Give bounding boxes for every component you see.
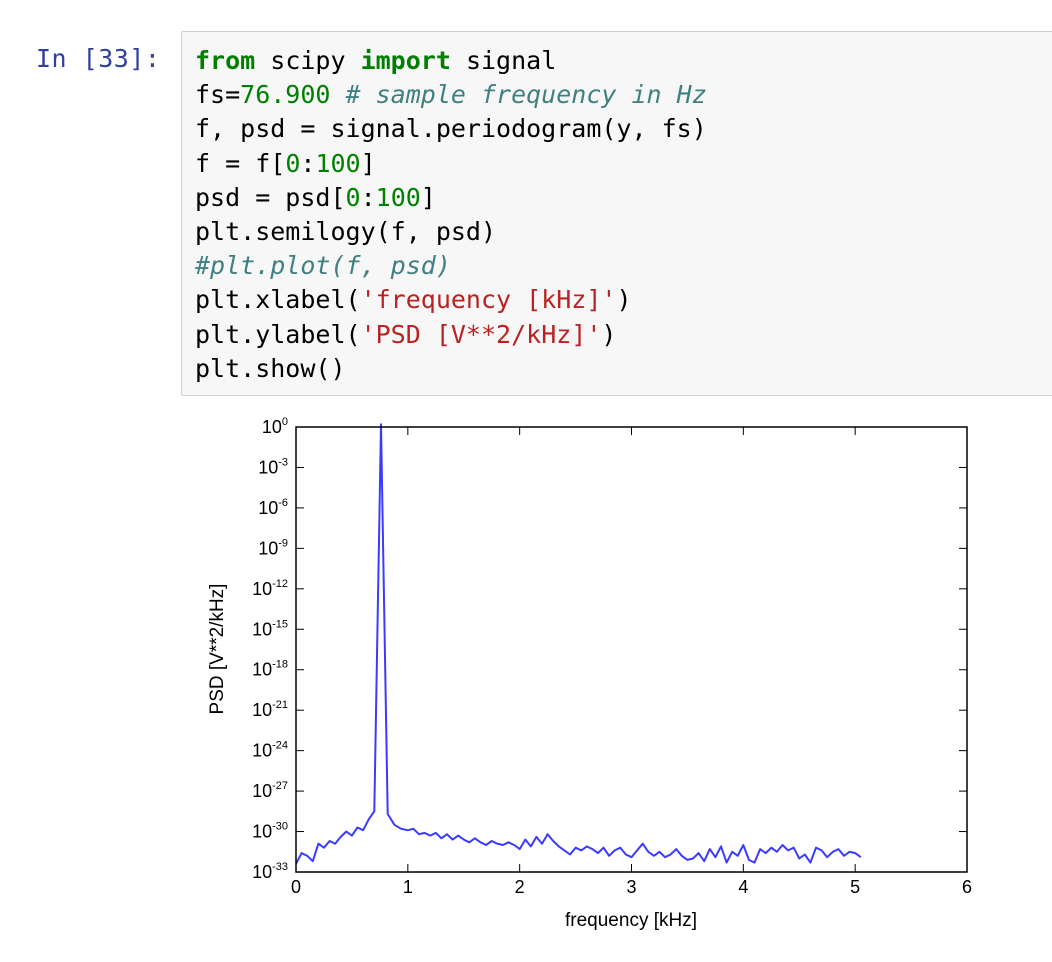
x-tick-label: 0	[291, 877, 301, 897]
code-token: plt.semilogy(f, psd)	[195, 216, 497, 246]
code-token: #plt.plot(f, psd)	[195, 251, 451, 281]
x-axis-label: frequency [kHz]	[565, 910, 697, 931]
y-tick-base: 10	[262, 417, 282, 437]
y-tick-base: 10	[252, 822, 272, 842]
code-line: f, psd = signal.periodogram(y, fs)	[195, 112, 707, 146]
plot-frame	[295, 426, 968, 873]
y-tick-base: 10	[252, 700, 272, 720]
code-token: 'PSD [V**2/kHz]'	[360, 319, 602, 349]
y-tick-base: 10	[258, 457, 278, 477]
y-tick-base: 10	[252, 660, 272, 680]
y-tick-base: 10	[252, 781, 272, 801]
cell-prompt: In [33]:	[36, 44, 161, 73]
y-tick-base: 10	[258, 538, 278, 558]
y-tick-exponent: -15	[272, 618, 288, 630]
y-tick-label: 100	[262, 416, 288, 437]
y-tick-label: 10-21	[252, 699, 288, 720]
code-token: # sample frequency in Hz	[330, 80, 707, 110]
code-token: signal	[450, 46, 557, 75]
y-tick-base: 10	[252, 619, 272, 639]
code-token: 0	[345, 182, 361, 212]
code-token: scipy	[255, 46, 361, 75]
y-tick-base: 10	[252, 741, 272, 761]
y-tick-base: 10	[252, 862, 272, 882]
code-token: 76.900	[240, 80, 331, 110]
y-axis-label: PSD [V**2/kHz]	[207, 584, 228, 715]
y-tick-exponent: -3	[278, 456, 288, 468]
code-token: f, psd = signal.periodogram(y, fs)	[195, 114, 707, 144]
y-tick-label: 10-27	[252, 780, 288, 801]
code-token: :	[300, 148, 316, 178]
y-tick-exponent: -33	[272, 861, 288, 873]
x-tick-label: 4	[738, 877, 748, 897]
y-tick-exponent: -30	[272, 821, 288, 833]
code-line: psd = psd[0:100]	[195, 181, 707, 215]
code-token: 0	[285, 148, 301, 178]
y-tick-label: 10-3	[258, 456, 288, 477]
code-token: ]	[360, 148, 376, 178]
code-token: 100	[315, 148, 361, 178]
code-line: from scipy import signal	[195, 44, 707, 78]
y-tick-label: 10-9	[258, 537, 288, 558]
psd-series-line	[295, 423, 862, 865]
code-token: import	[360, 46, 451, 75]
x-tick-label: 5	[850, 877, 860, 897]
y-tick-exponent: -27	[272, 780, 288, 792]
code-line: fs=76.900 # sample frequency in Hz	[195, 78, 707, 112]
code-token: plt.xlabel(	[195, 285, 361, 315]
code-editor[interactable]: from scipy import signal fs=76.900 # samp…	[195, 44, 707, 386]
code-token: ]	[420, 182, 436, 212]
y-tick-exponent: -6	[278, 497, 288, 509]
x-tick-label: 6	[962, 877, 972, 897]
y-tick-base: 10	[258, 498, 278, 518]
y-tick-base: 10	[252, 579, 272, 599]
code-token: psd = psd[	[195, 182, 346, 212]
y-tick-label: 10-15	[252, 618, 288, 639]
code-token: fs=	[195, 80, 241, 110]
y-tick-exponent: -21	[272, 699, 288, 711]
code-token: plt.ylabel(	[195, 319, 361, 349]
code-cell[interactable]	[181, 31, 1052, 396]
y-tick-exponent: 0	[282, 416, 288, 428]
code-token: :	[360, 182, 376, 212]
code-token: 'frequency [kHz]'	[360, 285, 617, 315]
code-token: 100	[375, 182, 421, 212]
code-line: plt.ylabel('PSD [V**2/kHz]')	[195, 318, 707, 352]
code-token: plt.show()	[195, 353, 346, 383]
x-tick-label: 1	[403, 877, 413, 897]
code-line: #plt.plot(f, psd)	[195, 249, 707, 283]
y-tick-label: 10-12	[252, 578, 288, 599]
y-tick-exponent: -18	[272, 659, 288, 671]
code-token: )	[601, 319, 617, 349]
code-line: plt.show()	[195, 352, 707, 386]
y-tick-label: 10-6	[258, 497, 288, 518]
y-tick-exponent: -12	[272, 578, 288, 590]
code-line: f = f[0:100]	[195, 147, 707, 181]
y-tick-exponent: -9	[278, 537, 288, 549]
psd-semilogy-chart: 0 1 2 3 4 5 610010-310-610-910-1210-1510-1810-…	[207, 416, 972, 931]
code-token: )	[616, 285, 632, 315]
y-tick-exponent: -24	[272, 740, 288, 752]
y-tick-label: 10-33	[252, 861, 288, 882]
y-tick-label: 10-30	[252, 821, 288, 842]
y-tick-label: 10-24	[252, 740, 288, 761]
axis-ticks: 0 1 2 3 4 5 610010-310-610-910-1210-1510-1810-…	[252, 416, 972, 897]
code-line: plt.xlabel('frequency [kHz]')	[195, 283, 707, 317]
y-tick-label: 10-18	[252, 659, 288, 680]
x-tick-label: 3	[626, 877, 636, 897]
x-tick-label: 2	[515, 877, 525, 897]
code-token: from	[195, 46, 256, 75]
code-line: plt.semilogy(f, psd)	[195, 215, 707, 249]
code-token: f = f[	[195, 148, 286, 178]
